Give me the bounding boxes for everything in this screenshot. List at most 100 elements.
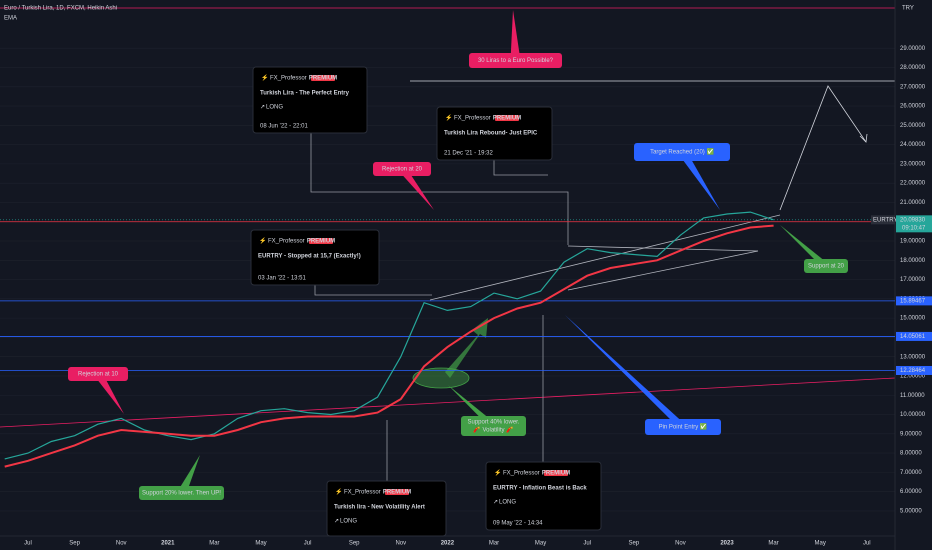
idea-title: Turkish Lira - The Perfect Entry [260, 91, 350, 97]
projection [779, 85, 867, 211]
idea-date: 03 Jan '22 - 13:51 [258, 276, 307, 282]
idea-icon: ⚡ [259, 237, 266, 245]
y-tick-label: 26.00000 [900, 104, 926, 110]
price-tag [896, 215, 932, 233]
idea-author: FX_Professor [503, 471, 540, 477]
level-label: 15.89467 [900, 298, 926, 304]
y-tick-label: 19.00000 [900, 239, 926, 245]
idea-date: 21 Dec '21 - 19:32 [444, 151, 494, 157]
y-tick-label: 15.00000 [900, 316, 926, 322]
idea-card [436, 106, 553, 161]
idea-icon: ⚡ [494, 469, 501, 477]
callout-pointer [565, 315, 688, 427]
callout [634, 143, 730, 161]
callout-text: Support at 20 [808, 264, 845, 270]
badge-text: PREMIUM [307, 239, 335, 245]
callout-text: Support 40% lower. [467, 420, 519, 426]
series-line [4, 211, 774, 460]
idea-card [252, 66, 368, 134]
x-tick-label: Jul [24, 541, 32, 547]
wedge-bottom [567, 250, 759, 291]
connector [493, 160, 548, 176]
callout [461, 416, 526, 436]
x-tick-label: May [535, 541, 546, 547]
x-tick-label: May [255, 541, 266, 547]
idea-arrow: ↗ [334, 519, 339, 525]
x-tick-label: Nov [395, 541, 406, 547]
x-tick-label: May [815, 541, 826, 547]
level-tag [896, 331, 932, 341]
idea-icon: ⚡ [335, 488, 342, 496]
idea-author: FX_Professor [270, 76, 307, 82]
y-tick-label: 18.00000 [900, 258, 926, 264]
badge-text: PREMIUM [493, 116, 521, 122]
level-tag [896, 296, 932, 306]
callout [804, 259, 848, 273]
callout-pointer [448, 385, 499, 426]
trendline [0, 377, 896, 428]
x-tick-label: 2023 [720, 541, 734, 547]
callout-text: Target Reached (20) ✅ [650, 148, 714, 156]
badge [385, 489, 409, 495]
badge [311, 75, 335, 81]
up-arrow [445, 318, 488, 378]
level-label: 14.05061 [900, 334, 926, 340]
idea-title: EURTRY - Inflation Beast is Back [493, 486, 587, 492]
currency: TRY [902, 6, 914, 12]
y-tick-label: 7.00000 [900, 470, 922, 476]
x-tick-label: Nov [675, 541, 686, 547]
symbol-tag [871, 215, 895, 225]
callout [373, 162, 431, 176]
badge [495, 115, 519, 121]
idea-date: 08 Jun '22 - 22:01 [260, 124, 309, 130]
idea-title: Turkish Lira Rebound- Just EPIC [444, 131, 538, 137]
callout-pointer [780, 225, 831, 266]
callout [645, 419, 721, 435]
badge [309, 238, 333, 244]
callout-pointer [677, 152, 720, 210]
x-tick-label: Mar [768, 541, 778, 547]
callout-text: Rejection at 20 [382, 167, 423, 173]
connector [310, 133, 569, 245]
x-tick-label: Nov [116, 541, 127, 547]
idea-tag: LONG [266, 105, 283, 111]
y-tick-label: 9.00000 [900, 431, 922, 437]
y-tick-label: 23.00000 [900, 161, 926, 167]
level-label: 12.28464 [900, 368, 926, 374]
x-tick-label: Jul [863, 541, 871, 547]
idea-date: 09 May '22 - 14:34 [493, 521, 543, 527]
idea-card [485, 461, 602, 531]
idea-tag: LONG [340, 519, 357, 525]
y-tick-label: 17.00000 [900, 277, 926, 283]
idea-title: Turkish lira - New Volatility Alert [334, 505, 425, 511]
x-tick-label: Mar [489, 541, 499, 547]
y-tick-label: 10.00000 [900, 412, 926, 418]
badge [544, 470, 568, 476]
x-tick-label: Jul [304, 541, 312, 547]
wedge-line [567, 245, 759, 252]
callout-text: 🧨 Volatility 🧨 [473, 426, 514, 434]
callout-pointer [93, 374, 124, 414]
callout [68, 367, 128, 381]
callout [139, 486, 224, 500]
callout [469, 53, 562, 68]
callout-text: Support 20% lower. Then UP! [142, 491, 221, 497]
callout-text: 30 Liras to a Euro Possible? [478, 58, 554, 64]
idea-icon: ⚡ [445, 114, 452, 122]
callout-pointer [176, 455, 200, 493]
y-tick-label: 24.00000 [900, 142, 926, 148]
badge-text: PREMIUM [542, 471, 570, 477]
y-tick-label: 22.00000 [900, 181, 926, 187]
x-tick-label: 2021 [161, 541, 175, 547]
badge-text: PREMIUM [383, 490, 411, 496]
y-tick-label: 29.00000 [900, 46, 926, 52]
badge-text: PREMIUM [309, 76, 337, 82]
x-tick-label: 2022 [441, 541, 455, 547]
idea-author: FX_Professor [454, 116, 491, 122]
y-tick-label: 25.00000 [900, 123, 926, 129]
idea-arrow: ↗ [493, 500, 498, 506]
idea-author: FX_Professor [268, 239, 305, 245]
idea-author: FX_Professor [344, 490, 381, 496]
